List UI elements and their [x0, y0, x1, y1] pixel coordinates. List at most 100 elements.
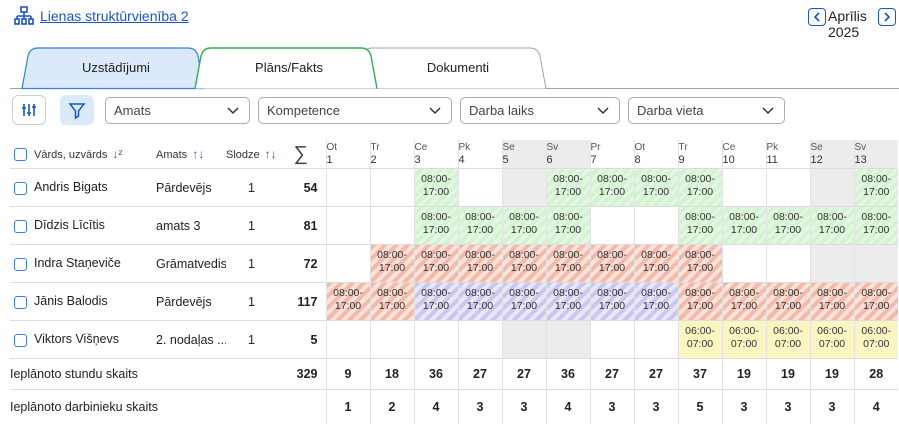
day-cell[interactable]: [634, 207, 678, 245]
day-cell[interactable]: 08:00-17:00: [766, 207, 810, 245]
dropdown[interactable]: Darba laiks: [460, 97, 620, 124]
day-cell[interactable]: [326, 169, 370, 207]
position-cell: 2. nodaļas ...: [148, 321, 226, 359]
day-cell[interactable]: 08:00-17:00: [546, 207, 590, 245]
day-cell[interactable]: 08:00-17:00: [370, 245, 414, 283]
dropdown[interactable]: Kompetence: [258, 97, 452, 124]
checkbox[interactable]: [14, 220, 27, 233]
day-cell[interactable]: 08:00-17:00: [546, 169, 590, 207]
checkbox[interactable]: [14, 296, 27, 309]
day-cell[interactable]: [590, 207, 634, 245]
day-cell[interactable]: 08:00-17:00: [502, 245, 546, 283]
day-cell[interactable]: 08:00-17:00: [546, 245, 590, 283]
day-cell[interactable]: [766, 169, 810, 207]
checkbox[interactable]: [14, 148, 27, 161]
name-cell: Andris Bigats: [10, 169, 148, 207]
day-cell[interactable]: [458, 169, 502, 207]
day-cell[interactable]: [370, 207, 414, 245]
day-cell[interactable]: 08:00-17:00: [326, 283, 370, 321]
day-cell[interactable]: 08:00-17:00: [502, 207, 546, 245]
day-cell[interactable]: 08:00-17:00: [458, 245, 502, 283]
day-cell[interactable]: 08:00-17:00: [458, 283, 502, 321]
weekday: Sv: [547, 142, 590, 154]
sort-icon[interactable]: ↑↓: [192, 147, 204, 161]
day-cell[interactable]: 08:00-17:00: [502, 283, 546, 321]
day-cell[interactable]: [854, 245, 898, 283]
day-cell[interactable]: [502, 169, 546, 207]
header-cell: Vārds, uzvārds↓ᶻ: [10, 140, 148, 169]
prev-month-button[interactable]: [808, 8, 826, 26]
weekday: Pk: [767, 142, 810, 154]
sort-icon[interactable]: ↑↓: [265, 147, 276, 161]
day-cell[interactable]: 08:00-17:00: [414, 283, 458, 321]
day-cell[interactable]: 08:00-17:00: [678, 207, 722, 245]
day-cell[interactable]: 08:00-17:00: [766, 283, 810, 321]
checkbox[interactable]: [14, 334, 27, 347]
day-cell[interactable]: 08:00-17:00: [854, 169, 898, 207]
day-cell[interactable]: [502, 321, 546, 359]
tab[interactable]: Dokumenti: [370, 60, 546, 75]
checkbox[interactable]: [14, 258, 27, 271]
day-cell[interactable]: [326, 245, 370, 283]
dropdown[interactable]: Amats: [105, 97, 250, 124]
column-label: ∑: [294, 143, 308, 165]
day-cell[interactable]: 08:00-17:00: [854, 207, 898, 245]
day-cell[interactable]: 08:00-17:00: [414, 207, 458, 245]
totals-label: Ieplānoto stundu skaits: [10, 359, 276, 390]
day-cell[interactable]: 08:00-17:00: [722, 283, 766, 321]
shift: 08:00-17:00: [415, 245, 458, 282]
day-cell[interactable]: 08:00-17:00: [634, 283, 678, 321]
day-cell[interactable]: [414, 321, 458, 359]
header-cell: ∑: [276, 140, 326, 169]
settings-button[interactable]: [12, 95, 46, 125]
day-cell[interactable]: 08:00-17:00: [590, 169, 634, 207]
day-cell[interactable]: [370, 169, 414, 207]
day-cell[interactable]: 08:00-17:00: [678, 169, 722, 207]
day-cell[interactable]: 06:00-07:00: [810, 321, 854, 359]
tab[interactable]: Plāns/Fakts: [201, 60, 377, 75]
day-cell[interactable]: 08:00-17:00: [854, 283, 898, 321]
day-cell[interactable]: 06:00-07:00: [722, 321, 766, 359]
day-cell[interactable]: 08:00-17:00: [370, 283, 414, 321]
day-cell[interactable]: 08:00-17:00: [414, 169, 458, 207]
day-cell[interactable]: 08:00-17:00: [458, 207, 502, 245]
hours-total: 28: [854, 359, 898, 390]
day-cell[interactable]: 08:00-17:00: [810, 283, 854, 321]
day-cell[interactable]: 08:00-17:00: [722, 207, 766, 245]
next-month-button[interactable]: [878, 8, 896, 26]
day-cell[interactable]: 08:00-17:00: [546, 283, 590, 321]
day-cell[interactable]: 06:00-07:00: [678, 321, 722, 359]
day-cell[interactable]: 08:00-17:00: [678, 245, 722, 283]
day-cell[interactable]: 08:00-17:00: [590, 245, 634, 283]
day-number: 13: [855, 154, 899, 166]
day-cell[interactable]: 08:00-17:00: [634, 169, 678, 207]
day-cell[interactable]: 08:00-17:00: [634, 245, 678, 283]
day-cell[interactable]: [326, 321, 370, 359]
day-cell[interactable]: [766, 245, 810, 283]
dropdown[interactable]: Darba vieta: [628, 97, 785, 124]
day-cell[interactable]: [370, 321, 414, 359]
day-cell[interactable]: [458, 321, 502, 359]
day-cell[interactable]: 06:00-07:00: [854, 321, 898, 359]
day-cell[interactable]: [326, 207, 370, 245]
filter-button[interactable]: [60, 95, 94, 125]
day-cell[interactable]: 08:00-17:00: [590, 283, 634, 321]
day-cell[interactable]: 08:00-17:00: [678, 283, 722, 321]
total-cell: 117: [276, 283, 326, 321]
day-cell[interactable]: [634, 321, 678, 359]
day-cell[interactable]: [590, 321, 634, 359]
day-cell[interactable]: [810, 245, 854, 283]
day-cell[interactable]: 08:00-17:00: [414, 245, 458, 283]
day-cell[interactable]: 06:00-07:00: [766, 321, 810, 359]
day-cell[interactable]: 08:00-17:00: [810, 207, 854, 245]
day-cell[interactable]: [722, 169, 766, 207]
sort-icon[interactable]: ↓ᶻ: [112, 147, 122, 161]
tab[interactable]: Uzstādījumi: [28, 60, 204, 75]
unit-link[interactable]: Lienas struktūrvienība 2: [40, 8, 189, 24]
day-cell[interactable]: [722, 245, 766, 283]
day-cell[interactable]: [810, 169, 854, 207]
day-cell[interactable]: [546, 321, 590, 359]
checkbox[interactable]: [14, 182, 27, 195]
